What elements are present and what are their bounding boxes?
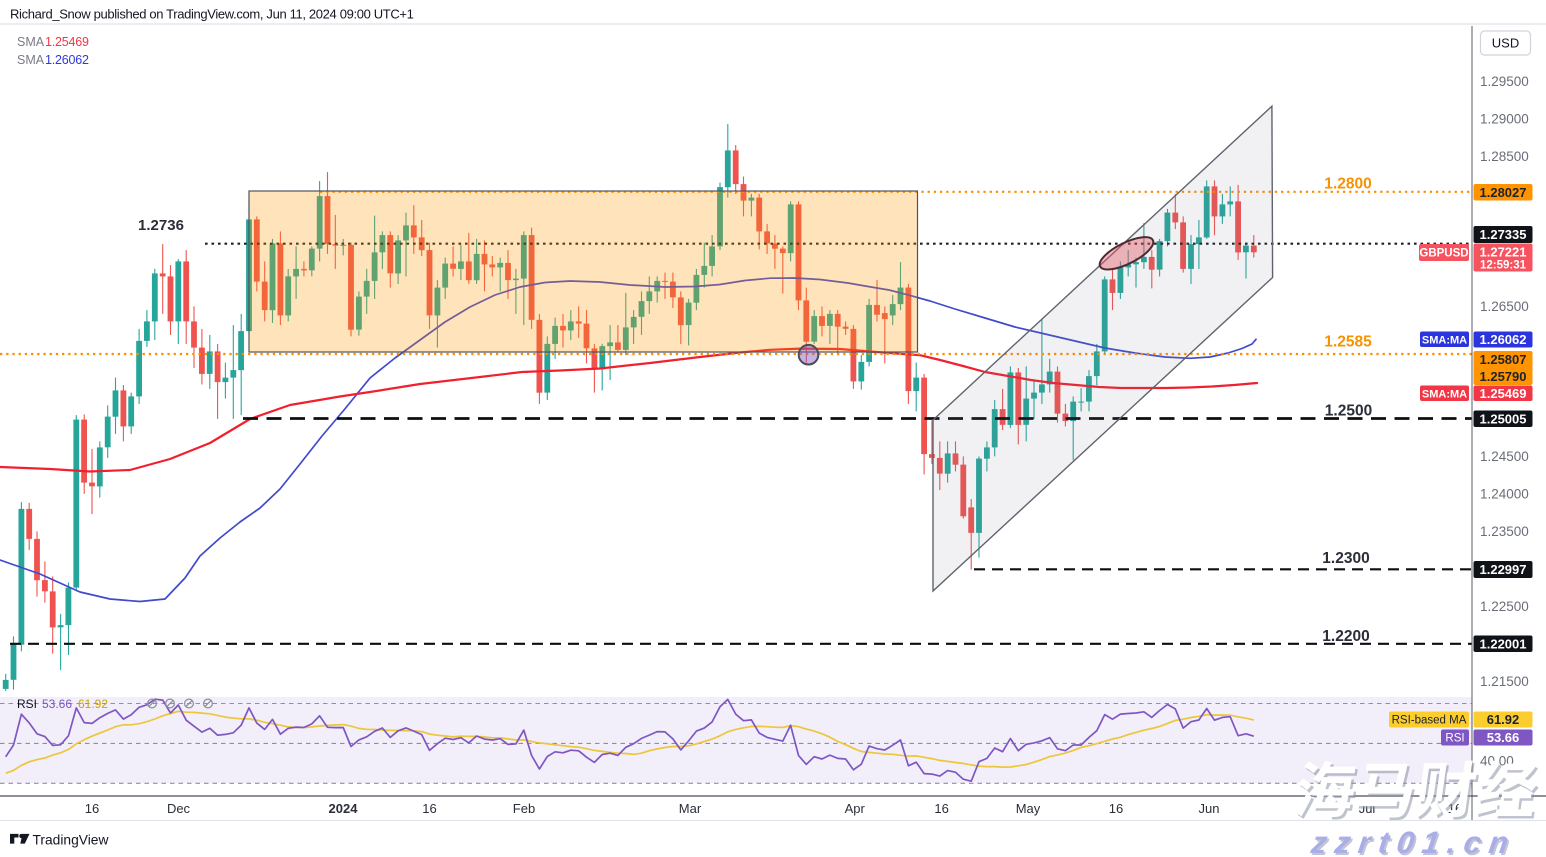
svg-text:1.25790: 1.25790	[1480, 369, 1527, 384]
svg-text:1.28500: 1.28500	[1480, 149, 1529, 164]
svg-text:1.29000: 1.29000	[1480, 111, 1529, 126]
svg-text:1.22001: 1.22001	[1480, 636, 1527, 651]
svg-text:USD: USD	[1492, 36, 1519, 51]
svg-text:SMA: SMA	[17, 53, 45, 67]
svg-text:RSI-based MA: RSI-based MA	[1392, 715, 1467, 727]
svg-text:1.21500: 1.21500	[1480, 674, 1529, 689]
svg-text:GBPUSD: GBPUSD	[1419, 248, 1468, 260]
svg-text:1.2300: 1.2300	[1322, 550, 1369, 567]
svg-text:1.2500: 1.2500	[1325, 403, 1372, 420]
svg-text:Richard_Snow published on Trad: Richard_Snow published on TradingView.co…	[10, 7, 414, 22]
svg-text:12:59:31: 12:59:31	[1480, 260, 1527, 272]
svg-text:1.24000: 1.24000	[1480, 486, 1529, 501]
svg-text:SMA:MA: SMA:MA	[1422, 335, 1467, 347]
svg-text:2024: 2024	[329, 801, 359, 816]
svg-text:61.92: 61.92	[1487, 712, 1520, 727]
svg-text:1.28027: 1.28027	[1480, 185, 1527, 200]
svg-text:1.2200: 1.2200	[1322, 628, 1369, 645]
svg-text:RSI: RSI	[1445, 733, 1464, 745]
svg-text:RSI: RSI	[17, 697, 37, 711]
svg-text:1.23500: 1.23500	[1480, 524, 1529, 539]
svg-text:16: 16	[85, 801, 99, 816]
svg-text:1.29500: 1.29500	[1480, 74, 1529, 89]
svg-text:1.25469: 1.25469	[45, 35, 89, 49]
svg-text:1.25807: 1.25807	[1480, 352, 1527, 367]
svg-text:Dec: Dec	[167, 801, 191, 816]
svg-text:TradingView: TradingView	[33, 832, 109, 847]
svg-text:zzrt01.cn: zzrt01.cn	[1310, 827, 1521, 857]
svg-text:61.92: 61.92	[78, 697, 108, 711]
svg-text:May: May	[1016, 801, 1041, 816]
svg-text:1.22997: 1.22997	[1480, 562, 1527, 577]
svg-text:1.24500: 1.24500	[1480, 449, 1529, 464]
svg-text:53.66: 53.66	[1487, 730, 1520, 745]
svg-text:1.27221: 1.27221	[1480, 245, 1527, 260]
svg-text:53.66: 53.66	[42, 697, 72, 711]
svg-text:1.26500: 1.26500	[1480, 299, 1529, 314]
svg-text:Apr: Apr	[845, 801, 866, 816]
svg-text:1.25469: 1.25469	[1480, 386, 1527, 401]
svg-text:Jun: Jun	[1199, 801, 1220, 816]
svg-text:1.27335: 1.27335	[1480, 227, 1527, 242]
svg-text:zzrt01.cn: zzrt01.cn	[1308, 825, 1519, 857]
svg-text:16: 16	[422, 801, 436, 816]
svg-text:1.22500: 1.22500	[1480, 599, 1529, 614]
svg-text:SMA: SMA	[17, 35, 45, 49]
svg-text:40.00: 40.00	[1480, 754, 1514, 769]
svg-text:1.2585: 1.2585	[1324, 334, 1372, 351]
svg-text:1.26062: 1.26062	[1480, 332, 1527, 347]
svg-text:16: 16	[934, 801, 948, 816]
svg-text:1.25005: 1.25005	[1480, 411, 1527, 426]
svg-text:1.2736: 1.2736	[138, 217, 184, 234]
svg-text:1.2800: 1.2800	[1324, 176, 1371, 193]
svg-text:SMA:MA: SMA:MA	[1422, 389, 1467, 401]
svg-text:Mar: Mar	[679, 801, 702, 816]
svg-text:16: 16	[1109, 801, 1123, 816]
svg-text:1.26062: 1.26062	[45, 53, 89, 67]
svg-text:Feb: Feb	[513, 801, 535, 816]
